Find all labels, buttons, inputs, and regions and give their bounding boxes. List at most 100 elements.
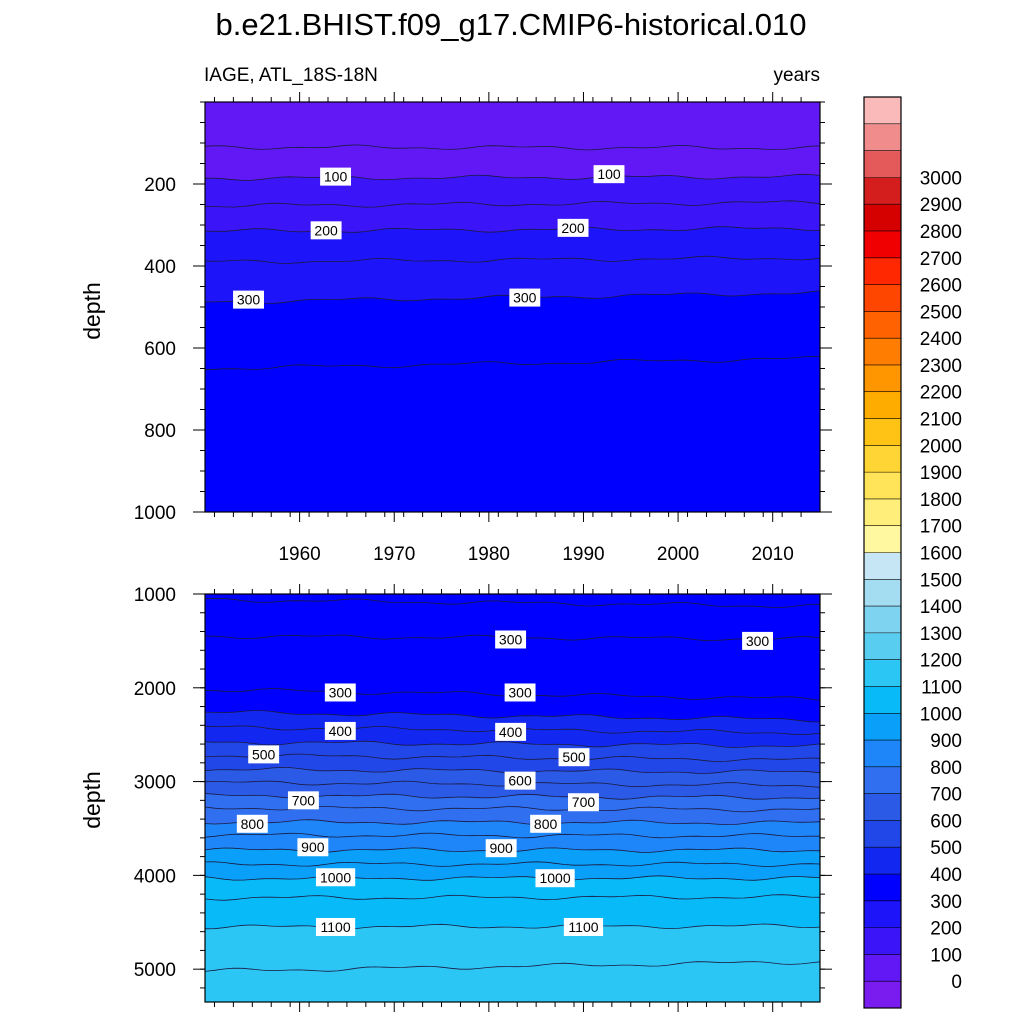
upper-contour-label: 100 [593, 165, 625, 184]
colorbar-swatch [864, 900, 901, 929]
lower-contour-label: 300 [742, 631, 774, 650]
svg-text:600: 600 [508, 773, 532, 789]
lower-contour-label: 400 [495, 722, 527, 741]
svg-text:900: 900 [489, 840, 513, 856]
colorbar-tick-label: 2200 [920, 383, 962, 404]
x-tick-label: 1990 [562, 544, 604, 565]
lower-contour-band [205, 710, 820, 735]
x-tick-label: 1970 [373, 544, 415, 565]
colorbar-swatch [864, 820, 901, 848]
lower-y-tick-label: 1000 [134, 585, 176, 606]
svg-text:800: 800 [241, 816, 265, 832]
colorbar-tick-label: 1700 [920, 517, 962, 538]
upper-contour-band [205, 290, 820, 370]
lower-contour-line [205, 832, 820, 839]
svg-text:300: 300 [237, 292, 261, 308]
lower-panel: 300 300 300 300 400 400 500 500 600 700 700 800 800 9… [134, 584, 832, 1012]
x-tick-label: 2010 [752, 544, 794, 565]
colorbar-tick-label: 2900 [920, 195, 962, 216]
svg-text:1000: 1000 [539, 870, 570, 886]
lower-contour-label: 600 [504, 771, 536, 790]
upper-contour-band [205, 226, 820, 264]
lower-plot-frame [204, 593, 821, 1003]
lower-contour-label: 500 [558, 748, 590, 767]
colorbar-swatch [864, 659, 901, 687]
colorbar-tick-label: 1000 [920, 704, 962, 725]
colorbar-tick-label: 500 [930, 838, 962, 859]
upper-y-tick-label: 1000 [134, 503, 176, 524]
lower-y-axis-label: depth [79, 771, 105, 829]
colorbar-tick-label: 1400 [920, 597, 962, 618]
lower-contour-line [205, 597, 820, 608]
chart-title: b.e21.BHIST.f09_g17.CMIP6-historical.010 [215, 7, 806, 42]
upper-contour-band [205, 102, 820, 150]
colorbar-swatch [864, 472, 901, 500]
colorbar-swatch [864, 847, 901, 875]
lower-contour-band [205, 594, 820, 608]
lower-contour-line [205, 961, 820, 972]
upper-contour-band [205, 174, 820, 208]
x-tick-label: 1980 [468, 544, 510, 565]
colorbar-tick-label: 2600 [920, 276, 962, 297]
lower-contour-band [205, 781, 820, 800]
colorbar-tick-label: 2400 [920, 329, 962, 350]
svg-text:300: 300 [329, 684, 353, 700]
upper-contour-label: 100 [320, 167, 352, 186]
colorbar-swatch [864, 150, 901, 178]
colorbar-tick-label: 1600 [920, 544, 962, 565]
lower-contour-line [205, 861, 820, 867]
colorbar-tick-label: 400 [930, 865, 962, 886]
svg-text:500: 500 [562, 749, 586, 765]
svg-text:300: 300 [499, 631, 523, 647]
upper-contour-band [205, 144, 820, 181]
lower-contour-label: 300 [495, 630, 527, 649]
x-tick-label: 2000 [657, 544, 699, 565]
lower-contour-band [205, 598, 820, 641]
colorbar-swatch [864, 927, 901, 955]
lower-contour-label: 300 [504, 683, 536, 702]
panel-subtitle-left: IAGE, ATL_18S-18N [204, 65, 378, 86]
lower-contour-line [205, 753, 820, 763]
colorbar-frame [863, 96, 902, 1009]
lower-contour-label: 900 [485, 839, 517, 858]
colorbar-tick-label: 800 [930, 758, 962, 779]
lower-contour-band [205, 861, 820, 881]
colorbar-tick-label: 1100 [921, 677, 962, 698]
lower-contour-label: 800 [236, 814, 268, 833]
colorbar-tick-label: 900 [930, 731, 962, 752]
upper-contour-line [205, 355, 820, 371]
colorbar-swatch [864, 177, 901, 205]
colorbar-tick-label: 2800 [920, 222, 962, 243]
colorbar-tick-label: 2700 [920, 249, 962, 270]
colorbar-tick-label: 1500 [920, 570, 962, 591]
colorbar-tick-label: 2000 [920, 436, 962, 457]
upper-contour-line [205, 255, 820, 264]
lower-contour-label: 1000 [535, 869, 575, 888]
upper-contour-label: 300 [233, 290, 264, 309]
svg-text:700: 700 [572, 794, 596, 810]
svg-text:400: 400 [329, 723, 353, 739]
lower-contour-label: 700 [568, 793, 599, 812]
lower-contour-label: 400 [324, 721, 356, 740]
svg-text:1000: 1000 [320, 869, 351, 885]
colorbar-swatch [864, 311, 901, 339]
lower-contour-line [205, 710, 820, 723]
svg-text:900: 900 [301, 839, 325, 855]
colorbar: 0 100 200 300 400 500 600 700 800 900 1000 1100 1200… [863, 96, 962, 1009]
colorbar-tick-label: 2300 [920, 356, 962, 377]
upper-y-axis-label: depth [79, 282, 105, 340]
lower-contour-label: 1100 [315, 917, 356, 936]
svg-text:300: 300 [508, 684, 532, 700]
colorbar-swatch [864, 204, 901, 232]
lower-contour-label: 1100 [563, 917, 604, 936]
colorbar-swatch [864, 632, 901, 661]
svg-text:300: 300 [746, 633, 770, 649]
svg-text:700: 700 [292, 792, 316, 808]
lower-contour-label: 300 [324, 683, 356, 702]
colorbar-swatch [864, 954, 901, 982]
lower-contour-band [205, 806, 820, 825]
upper-contour-line [205, 200, 820, 208]
svg-text:200: 200 [314, 222, 338, 238]
colorbar-swatch [864, 338, 901, 366]
lower-contour-line [205, 740, 820, 748]
